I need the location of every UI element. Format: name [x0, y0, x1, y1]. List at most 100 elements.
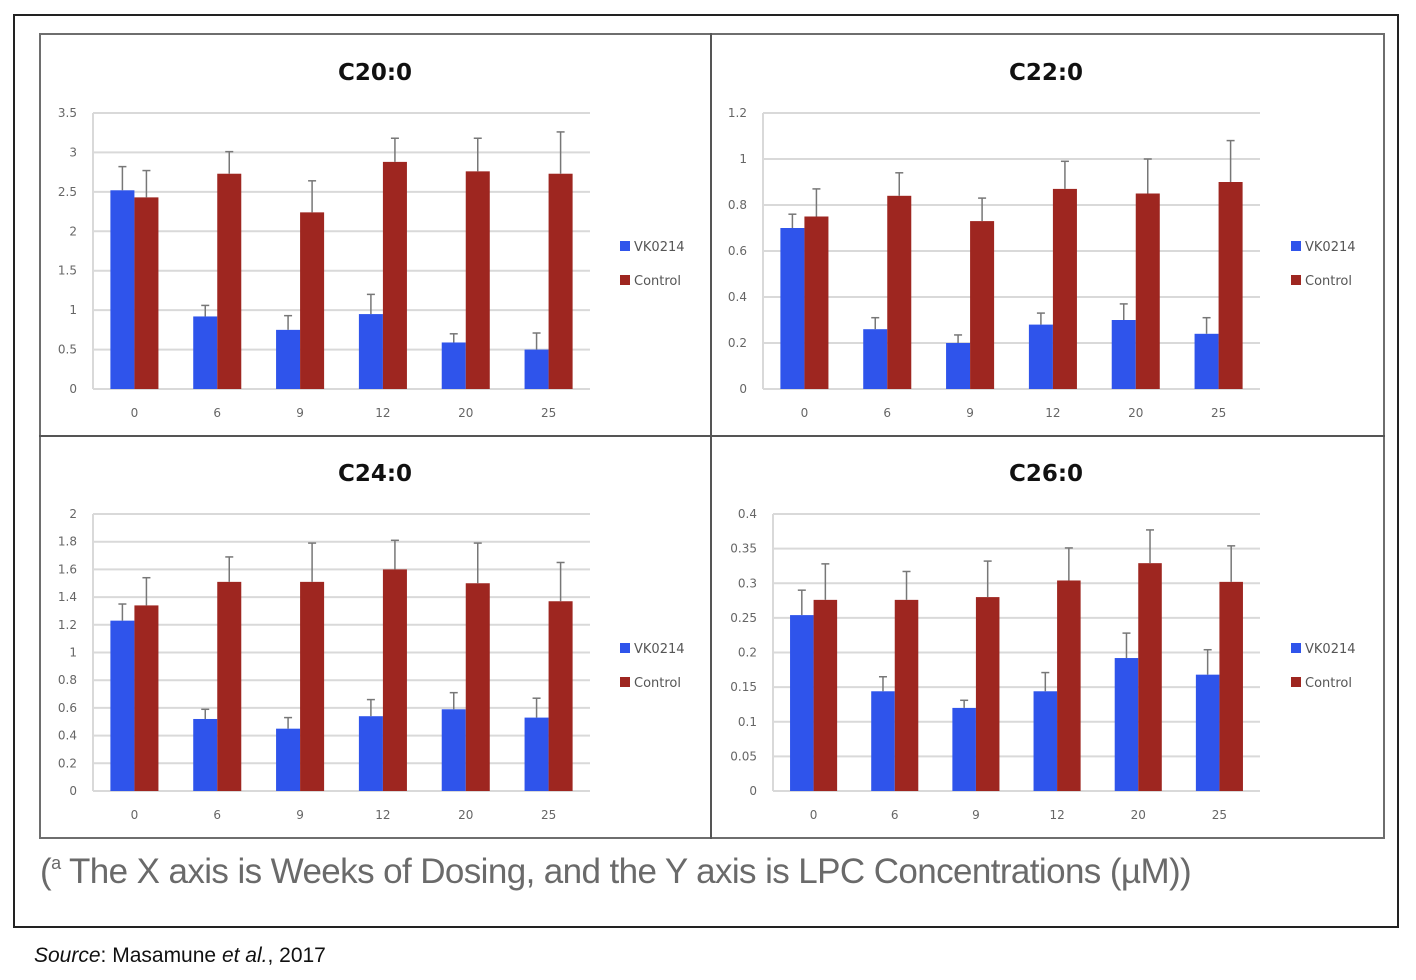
x-tick-label: 0 — [131, 808, 139, 822]
bar-control-week-25 — [1219, 581, 1243, 791]
y-tick-label: 0.4 — [58, 729, 77, 743]
y-tick-label: 1 — [69, 646, 77, 660]
bar-vk0214-week-6 — [863, 329, 888, 389]
chart-panel-c22-0: C22:0 0 0.2 0.4 0.6 0.8 1 1.2 0 6 9 12 20 25 VK0214 Con… — [728, 60, 1356, 420]
legend-label-control: Control — [1305, 676, 1352, 691]
y-tick-label: 0.2 — [728, 336, 747, 350]
y-tick-label: 1.8 — [58, 535, 77, 549]
bar-control-week-25 — [548, 173, 573, 389]
bar-vk0214-week-6 — [193, 316, 218, 389]
bar-control-week-9 — [300, 581, 325, 791]
chart-title: C20:0 — [338, 60, 412, 86]
legend-swatch-vk0214 — [1291, 241, 1301, 251]
bar-control-week-0 — [804, 216, 829, 389]
source-authors: : Masamune — [100, 944, 222, 967]
bar-vk0214-week-0 — [110, 190, 135, 389]
y-tick-label: 0.05 — [730, 749, 757, 763]
y-tick-label: 0.8 — [58, 673, 77, 687]
y-tick-label: 1.5 — [58, 264, 77, 278]
y-tick-label: 0.35 — [730, 542, 757, 556]
legend-swatch-control — [620, 275, 630, 285]
x-tick-label: 20 — [458, 808, 473, 822]
bar-control-week-9 — [970, 221, 995, 389]
x-tick-label: 20 — [458, 406, 473, 420]
bar-control-week-0 — [134, 605, 159, 791]
chart-title: C22:0 — [1009, 60, 1083, 86]
y-tick-label: 0.4 — [738, 507, 757, 521]
source-etal: et al. — [221, 944, 268, 967]
bar-vk0214-week-0 — [110, 620, 135, 791]
y-tick-label: 2 — [69, 507, 77, 521]
bar-control-week-12 — [1057, 580, 1081, 791]
bar-vk0214-week-6 — [871, 691, 895, 791]
x-tick-label: 25 — [1211, 406, 1226, 420]
legend-label-vk0214: VK0214 — [634, 240, 685, 255]
bar-control-week-20 — [1138, 563, 1162, 791]
bar-control-week-6 — [217, 581, 242, 791]
bar-vk0214-week-12 — [1028, 324, 1053, 389]
bar-control-week-9 — [300, 212, 325, 389]
legend-swatch-control — [1291, 677, 1301, 687]
grid-divider-horizontal — [39, 435, 1385, 437]
y-tick-label: 2.5 — [58, 185, 77, 199]
legend-swatch-control — [1291, 275, 1301, 285]
source-year: , 2017 — [267, 944, 326, 967]
bar-control-week-0 — [813, 599, 838, 791]
y-tick-label: 0.1 — [738, 715, 757, 729]
x-tick-label: 0 — [131, 406, 139, 420]
source-citation: Source: Masamune et al., 2017 — [34, 944, 326, 968]
x-tick-label: 12 — [1049, 808, 1064, 822]
bar-vk0214-week-12 — [358, 716, 383, 791]
y-tick-label: 0.4 — [728, 290, 747, 304]
figure-caption: (a The X axis is Weeks of Dosing, and th… — [40, 852, 1192, 892]
x-tick-label: 9 — [296, 808, 304, 822]
bar-vk0214-week-9 — [946, 343, 971, 389]
bar-vk0214-week-9 — [952, 707, 976, 791]
x-tick-label: 6 — [213, 808, 221, 822]
legend-label-control: Control — [634, 676, 681, 691]
bar-vk0214-week-0 — [780, 228, 805, 389]
x-tick-label: 6 — [213, 406, 221, 420]
bar-vk0214-week-6 — [193, 718, 218, 791]
x-tick-label: 0 — [810, 808, 818, 822]
bar-vk0214-week-20 — [1114, 658, 1139, 791]
y-tick-label: 0 — [69, 382, 77, 396]
y-tick-label: 0.2 — [738, 646, 757, 660]
y-tick-label: 1.2 — [728, 106, 747, 120]
bar-control-week-20 — [465, 583, 490, 791]
x-tick-label: 20 — [1128, 406, 1143, 420]
x-tick-label: 25 — [541, 406, 556, 420]
caption-superscript: a — [51, 853, 61, 873]
bar-vk0214-week-12 — [358, 314, 383, 389]
y-tick-label: 0 — [749, 784, 757, 798]
y-tick-label: 0.6 — [58, 701, 77, 715]
y-tick-label: 0.5 — [58, 343, 77, 357]
y-tick-label: 3 — [69, 145, 77, 159]
y-tick-label: 2 — [69, 224, 77, 238]
legend-label-vk0214: VK0214 — [1305, 240, 1356, 255]
y-tick-label: 1.6 — [58, 562, 77, 576]
y-tick-label: 0.8 — [728, 198, 747, 212]
legend-swatch-vk0214 — [620, 241, 630, 251]
chart-title: C26:0 — [1009, 461, 1083, 487]
legend-label-vk0214: VK0214 — [634, 642, 685, 657]
legend-label-control: Control — [1305, 274, 1352, 289]
x-tick-label: 9 — [966, 406, 974, 420]
bar-control-week-25 — [548, 601, 573, 791]
x-tick-label: 6 — [883, 406, 891, 420]
bar-vk0214-week-20 — [1111, 320, 1136, 389]
chart-title: C24:0 — [338, 461, 412, 487]
bar-control-week-25 — [1218, 182, 1243, 389]
bar-control-week-0 — [134, 197, 159, 389]
bar-vk0214-week-25 — [1195, 674, 1220, 791]
y-tick-label: 1 — [69, 303, 77, 317]
x-tick-label: 9 — [972, 808, 980, 822]
bar-vk0214-week-20 — [441, 342, 466, 389]
x-tick-label: 25 — [541, 808, 556, 822]
x-tick-label: 12 — [375, 808, 390, 822]
bar-control-week-9 — [975, 597, 1000, 791]
chart-panel-c20-0: C20:0 0 0.5 1 1.5 2 2.5 3 3.5 0 6 9 12 20 25 VK0214 Cont… — [58, 60, 685, 420]
figure-frame — [13, 14, 1399, 928]
bar-vk0214-week-0 — [790, 615, 814, 791]
